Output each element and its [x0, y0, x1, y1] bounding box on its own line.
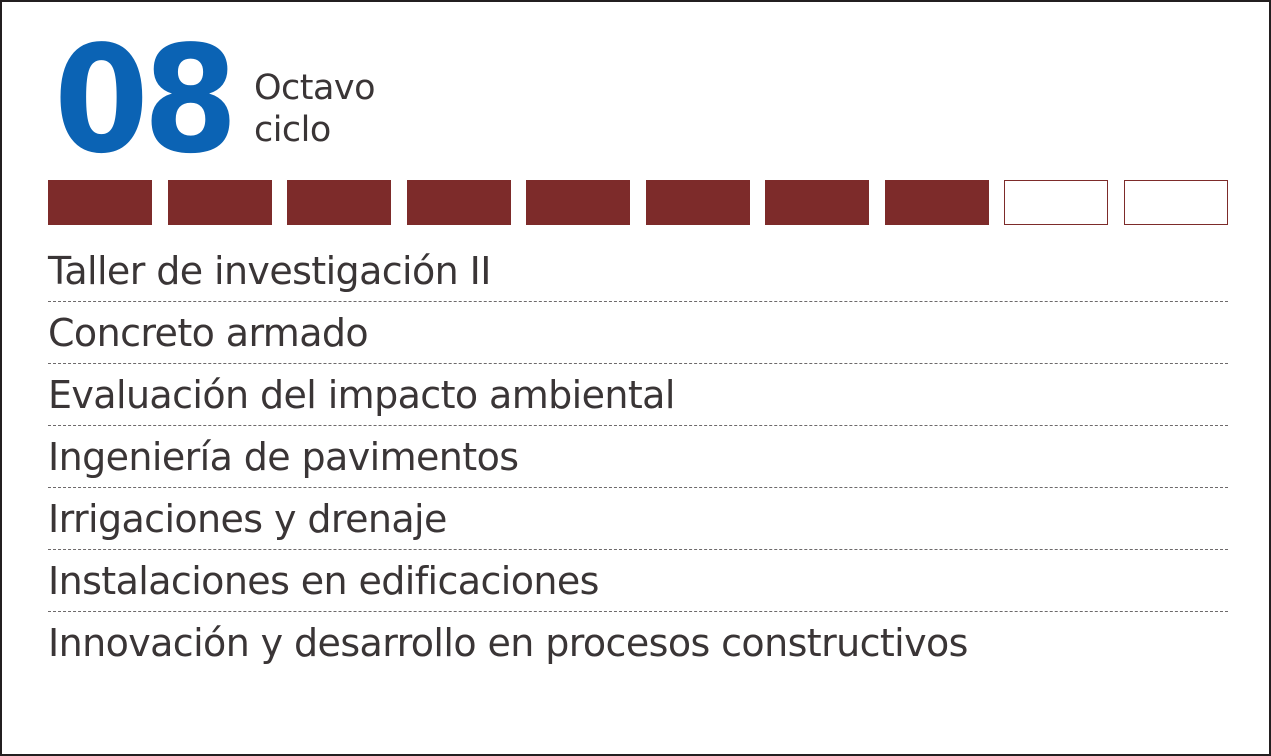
progress-segment-filled — [287, 180, 392, 225]
progress-segment-empty — [1123, 180, 1228, 225]
progress-segment-filled — [884, 180, 989, 225]
course-item: Taller de investigación II — [48, 240, 1228, 302]
progress-segment-filled — [167, 180, 272, 225]
cycle-number: 08 — [54, 14, 238, 186]
cycle-label: Octavo ciclo — [253, 67, 376, 151]
course-item: Concreto armado — [48, 302, 1228, 364]
course-item: Irrigaciones y drenaje — [48, 488, 1228, 550]
cycle-label-line1: Octavo — [253, 68, 376, 108]
progress-segment-filled — [765, 180, 870, 225]
course-item: Ingeniería de pavimentos — [48, 426, 1228, 488]
course-item: Instalaciones en edificaciones — [48, 550, 1228, 612]
progress-segment-filled — [526, 180, 631, 225]
course-item: Evaluación del impacto ambiental — [48, 364, 1228, 426]
cycle-label-line2: ciclo — [253, 110, 331, 150]
course-item: Innovación y desarrollo en procesos cons… — [48, 621, 968, 665]
progress-segment-filled — [406, 180, 511, 225]
course-list: Taller de investigación II Concreto arma… — [48, 240, 1228, 674]
progress-segment-filled — [645, 180, 750, 225]
cycle-progress-bar — [48, 180, 1228, 225]
cycle-header: 08 Octavo ciclo — [54, 26, 376, 174]
progress-segment-empty — [1004, 180, 1109, 225]
progress-segment-filled — [48, 180, 152, 225]
